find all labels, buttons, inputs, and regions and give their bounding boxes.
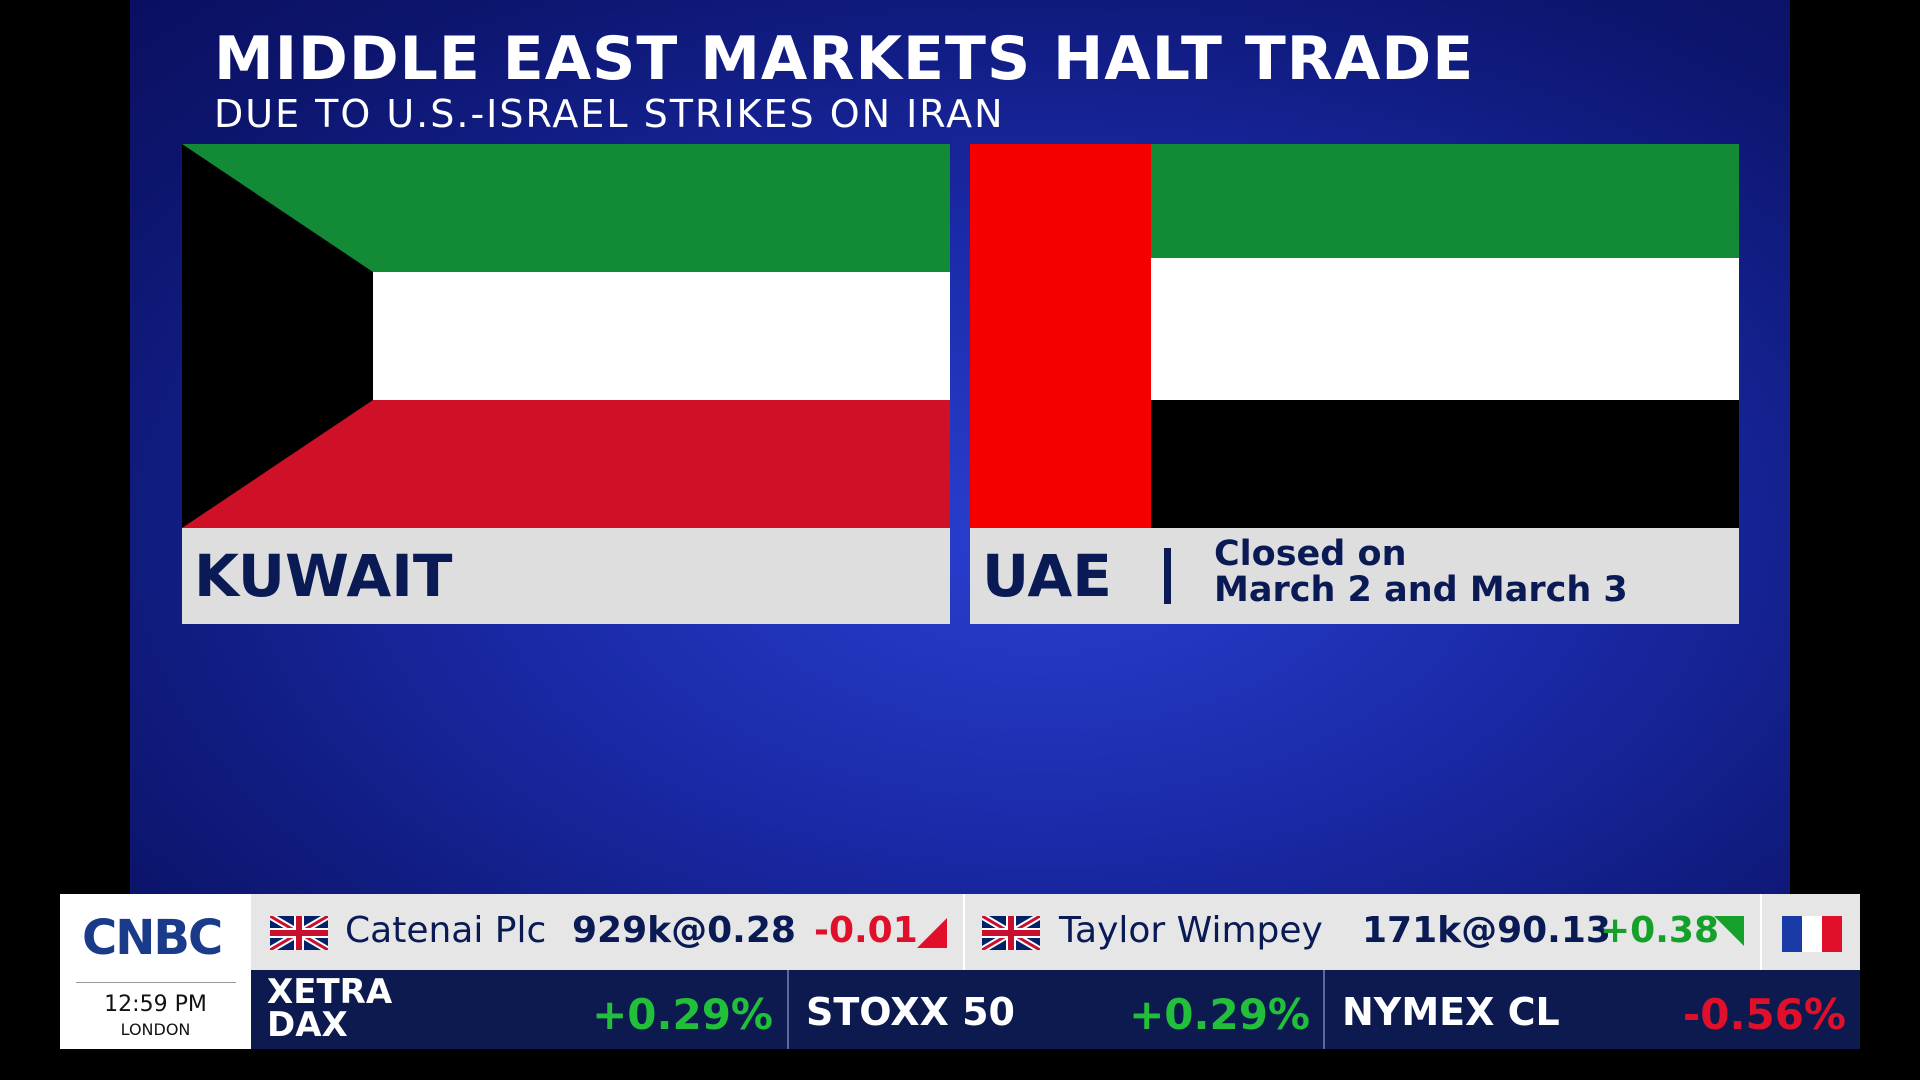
stock-trade: 171k@90.13 xyxy=(1362,910,1611,951)
index-change: +0.29% xyxy=(592,990,773,1039)
stock-name: Taylor Wimpey xyxy=(1059,910,1323,951)
closure-note: Closed on March 2 and March 3 xyxy=(1214,536,1628,608)
index-row: XETRA DAX +0.29% STOXX 50 +0.29% NYMEX CL… xyxy=(251,970,1860,1049)
down-arrow xyxy=(917,918,947,948)
clock: 12:59 PM xyxy=(104,992,207,1017)
stock-trade: 929k@0.28 xyxy=(572,910,796,951)
france-flag xyxy=(1782,916,1842,952)
separator xyxy=(1760,894,1762,970)
index-name-line: DAX xyxy=(267,1005,348,1045)
note-line: Closed on xyxy=(1214,534,1407,574)
country-label: UAE xyxy=(982,542,1112,610)
subheadline: DUE TO U.S.-ISRAEL STRIKES ON IRAN xyxy=(214,92,1005,136)
index-name: XETRA DAX xyxy=(267,972,393,1045)
stock-change: -0.01 xyxy=(814,910,918,951)
separator xyxy=(963,894,965,970)
uae-flag xyxy=(970,144,1739,528)
uk-flag xyxy=(982,916,1040,950)
index-name: NYMEX CL xyxy=(1342,990,1560,1034)
index-name-line: XETRA xyxy=(267,972,393,1012)
uk-flag xyxy=(270,916,328,950)
up-arrow xyxy=(1714,916,1744,946)
logo: CNBC xyxy=(82,910,223,966)
logo-box: CNBC 12:59 PM LONDON xyxy=(60,894,251,1049)
stock-change: +0.38 xyxy=(1600,910,1719,951)
index-name: STOXX 50 xyxy=(806,990,1015,1034)
country-label: KUWAIT xyxy=(194,542,453,610)
city: LONDON xyxy=(120,1020,191,1039)
label-strip: KUWAIT xyxy=(182,528,950,624)
index-change: +0.29% xyxy=(1129,990,1310,1039)
index-change: -0.56% xyxy=(1682,990,1846,1039)
stock-name: Catenai Plc xyxy=(345,910,547,951)
separator xyxy=(1323,970,1325,1049)
headline: MIDDLE EAST MARKETS HALT TRADE xyxy=(214,24,1475,94)
kuwait-flag xyxy=(182,144,950,528)
note-line: March 2 and March 3 xyxy=(1214,570,1628,610)
ticker-bar: CNBC 12:59 PM LONDON Catenai Plc 929k@0.… xyxy=(60,894,1860,1049)
separator xyxy=(787,970,789,1049)
rule xyxy=(76,982,236,983)
label-strip: UAE Closed on March 2 and March 3 xyxy=(970,528,1739,624)
divider xyxy=(1164,548,1171,604)
